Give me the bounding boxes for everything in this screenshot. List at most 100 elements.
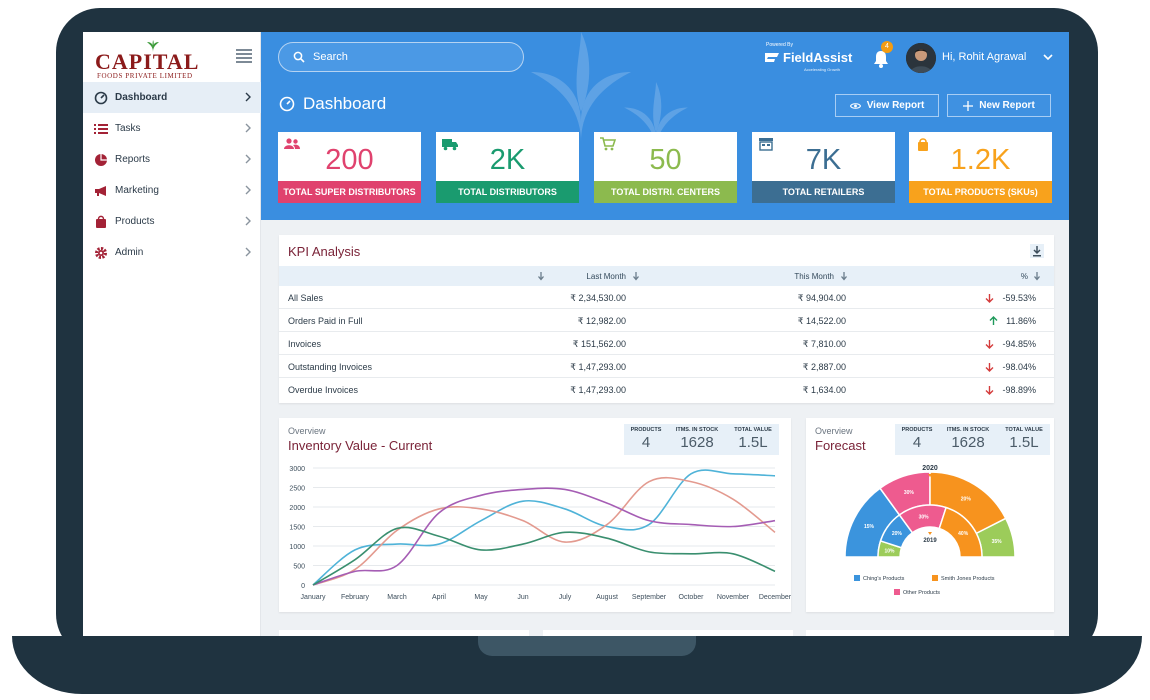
row-this-month: ₹ 1,634.00 xyxy=(802,385,846,395)
arrow-down-icon xyxy=(985,294,994,303)
forecast-summary: PRODUCTS 4 ITMS. IN STOCK 1628 TOTAL VALUE… xyxy=(895,424,1050,455)
sidebar-item-admin[interactable]: Admin xyxy=(83,237,261,268)
sidebar-item-label: Dashboard xyxy=(115,92,168,103)
y-tick-label: 1500 xyxy=(289,525,305,532)
card-overview-label: Overview xyxy=(288,426,326,436)
table-row[interactable]: Outstanding Invoices ₹ 1,47,293.00 ₹ 2,8… xyxy=(279,355,1054,378)
ring-marker xyxy=(928,474,932,477)
summary-products: PRODUCTS 4 xyxy=(897,427,937,451)
card-overview-label: Overview xyxy=(815,426,853,436)
sort-icon[interactable] xyxy=(537,271,545,281)
notification-badge: 4 xyxy=(881,41,893,53)
x-tick-label: February xyxy=(341,594,370,601)
stat-card-retailers[interactable]: 7K TOTAL RETAILERS xyxy=(752,132,895,203)
avatar[interactable] xyxy=(906,43,936,73)
menu-toggle-icon[interactable] xyxy=(236,49,252,63)
stat-card-super-distributors[interactable]: 200 TOTAL SUPER DISTRIBUTORS xyxy=(278,132,421,203)
row-name: All Sales xyxy=(288,293,324,303)
table-row[interactable]: Orders Paid in Full ₹ 12,982.00 ₹ 14,522… xyxy=(279,309,1054,332)
user-greeting[interactable]: Hi, Rohit Agrawal xyxy=(942,51,1027,63)
row-last-month: ₹ 1,47,293.00 xyxy=(570,385,626,395)
stat-card-distributors[interactable]: 2K TOTAL DISTRIBUTORS xyxy=(436,132,579,203)
stat-value: 1.2K xyxy=(950,144,1011,176)
legend-label: Smith Jones Products xyxy=(941,576,995,582)
summary-value: 1628 xyxy=(951,434,985,451)
row-last-month: ₹ 1,47,293.00 xyxy=(570,362,626,372)
stat-label: TOTAL SUPER DISTRIBUTORS xyxy=(278,181,421,203)
series-line-3 xyxy=(312,526,776,586)
chevron-right-icon xyxy=(245,247,251,257)
column-last-month[interactable]: Last Month xyxy=(586,272,626,281)
sidebar-nav: Dashboard Tasks Reports Marketing Produc xyxy=(83,82,261,268)
slice-label: 20% xyxy=(892,531,903,537)
sidebar-item-tasks[interactable]: Tasks xyxy=(83,113,261,144)
row-percent-cell: -59.53% xyxy=(985,293,1036,303)
pie-chart-icon xyxy=(93,152,109,168)
summary-stock: ITMS. IN STOCK 1628 xyxy=(943,427,993,451)
sidebar-item-label: Admin xyxy=(115,247,144,258)
y-tick-label: 3000 xyxy=(289,466,305,473)
plus-icon xyxy=(963,100,974,111)
chevron-right-icon xyxy=(245,92,251,102)
sidebar-item-label: Marketing xyxy=(115,185,159,196)
new-report-button[interactable]: New Report xyxy=(947,94,1051,117)
x-tick-label: December xyxy=(759,594,791,601)
stat-card-distri-centers[interactable]: 50 TOTAL DISTRI. CENTERS xyxy=(594,132,737,203)
partner-logo: Powered By FieldAssist Accelerating Grow… xyxy=(764,42,856,76)
table-row[interactable]: Overdue Invoices ₹ 1,47,293.00 ₹ 1,634.0… xyxy=(279,378,1054,401)
sidebar-item-marketing[interactable]: Marketing xyxy=(83,175,261,206)
chevron-right-icon xyxy=(245,216,251,226)
summary-label: TOTAL VALUE xyxy=(734,427,772,433)
download-icon[interactable] xyxy=(1030,244,1044,258)
row-percent-cell: -98.04% xyxy=(985,362,1036,372)
row-last-month: ₹ 2,34,530.00 xyxy=(570,293,626,303)
view-report-button[interactable]: View Report xyxy=(835,94,939,117)
user-photo xyxy=(906,43,936,73)
x-tick-label: November xyxy=(717,594,750,601)
slice-label: 15% xyxy=(864,524,875,530)
summary-label: ITMS. IN STOCK xyxy=(946,427,990,433)
stat-card-products[interactable]: 1.2K TOTAL PRODUCTS (SKUs) xyxy=(909,132,1052,203)
sort-icon[interactable] xyxy=(632,271,640,281)
x-tick-label: January xyxy=(301,594,326,601)
page-title-text: Dashboard xyxy=(303,94,387,113)
legend-label: Ching's Products xyxy=(863,576,905,582)
table-row[interactable]: All Sales ₹ 2,34,530.00 ₹ 94,904.00 -59.… xyxy=(279,286,1054,309)
summary-value: 4 xyxy=(641,434,651,451)
x-tick-label: September xyxy=(632,594,667,601)
y-tick-label: 0 xyxy=(301,583,305,590)
partner-tagline: Accelerating Growth xyxy=(804,67,841,72)
stat-value: 2K xyxy=(489,144,526,176)
sidebar-item-dashboard[interactable]: Dashboard xyxy=(83,82,261,113)
cart-icon xyxy=(600,137,616,151)
search-placeholder: Search xyxy=(313,51,348,63)
row-name: Overdue Invoices xyxy=(288,385,359,395)
row-this-month: ₹ 94,904.00 xyxy=(797,293,846,303)
chevron-down-icon[interactable] xyxy=(1043,53,1053,61)
search-input[interactable]: Search xyxy=(278,42,524,72)
row-percent: -98.04% xyxy=(1002,362,1036,372)
bell-icon[interactable] xyxy=(872,49,890,69)
column-this-month[interactable]: This Month xyxy=(794,272,834,281)
app-screen: CAPITAL FOODS PRIVATE LIMITED Dashboard … xyxy=(83,32,1069,636)
x-tick-label: July xyxy=(559,594,572,601)
sidebar-item-products[interactable]: Products xyxy=(83,206,261,237)
row-percent: 11.86% xyxy=(1006,316,1036,326)
summary-label: TOTAL VALUE xyxy=(1005,427,1043,433)
users-icon xyxy=(284,138,300,149)
sort-icon[interactable] xyxy=(840,271,848,281)
summary-label: PRODUCTS xyxy=(630,427,662,433)
table-row[interactable]: Invoices ₹ 151,562.00 ₹ 7,810.00 -94.85% xyxy=(279,332,1054,355)
column-percent[interactable]: % xyxy=(1020,272,1028,281)
list-icon xyxy=(93,121,109,137)
sort-icon[interactable] xyxy=(1033,271,1041,281)
slice-label: 10% xyxy=(884,549,895,555)
sidebar-item-reports[interactable]: Reports xyxy=(83,144,261,175)
brand-subtitle: FOODS PRIVATE LIMITED xyxy=(97,72,193,80)
slice-label: 30% xyxy=(904,490,915,496)
next-card-placeholder xyxy=(806,630,1054,636)
summary-products: PRODUCTS 4 xyxy=(626,427,666,451)
summary-value: 1.5L xyxy=(738,434,768,451)
y-tick-label: 2000 xyxy=(289,505,305,512)
arrow-down-icon xyxy=(985,363,994,372)
